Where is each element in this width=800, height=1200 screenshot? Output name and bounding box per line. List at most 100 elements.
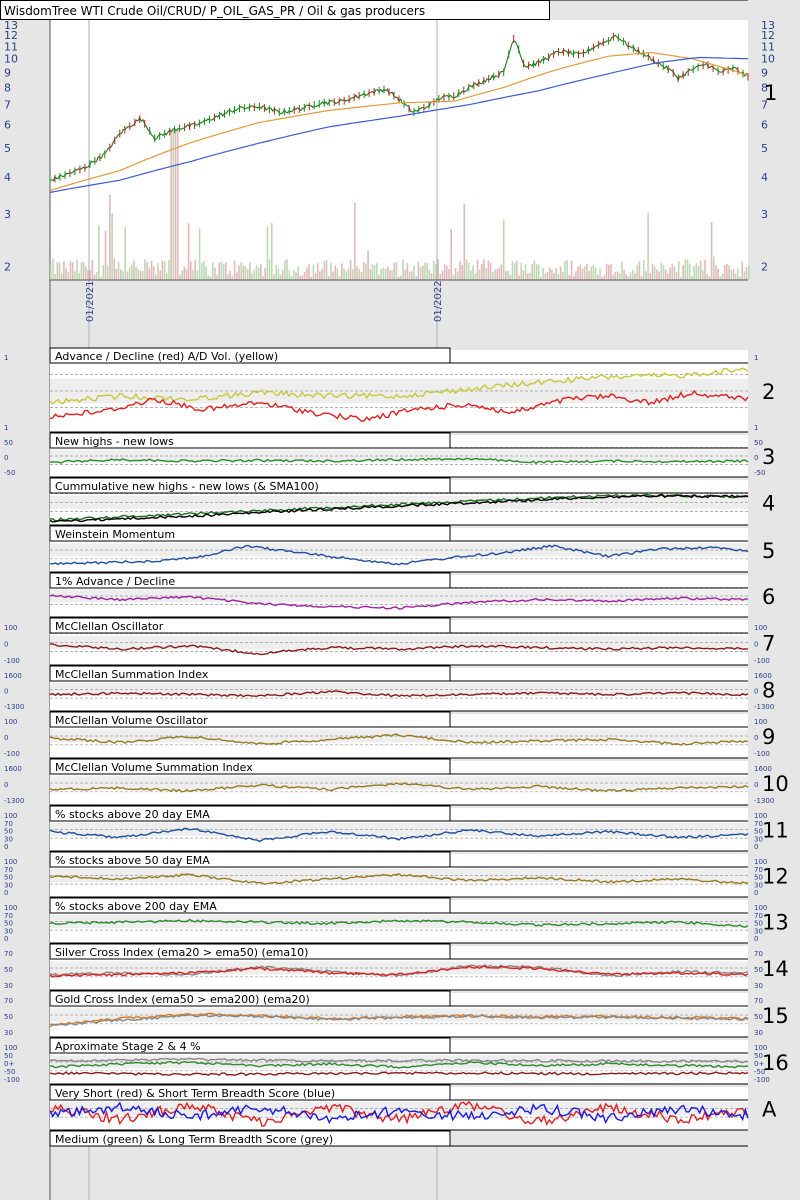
volume-bar [743, 271, 746, 280]
volume-bar [170, 130, 172, 280]
volume-bar [461, 265, 463, 280]
volume-bar [520, 262, 522, 280]
indicator-tick-right: 70 [754, 912, 763, 920]
volume-bar [608, 264, 610, 280]
indicator-tick-right: -1300 [754, 797, 774, 805]
volume-bar [194, 259, 196, 280]
volume-bar [78, 272, 80, 280]
volume-bar [531, 264, 533, 280]
indicator-tick-left: 0 [4, 889, 8, 897]
volume-bar [85, 266, 87, 280]
volume-bar [260, 264, 262, 280]
volume-bar [673, 266, 676, 280]
indicator-tick-left: 50 [4, 874, 13, 882]
indicator-tick-right: -100 [754, 750, 770, 758]
indicator-line [49, 494, 749, 523]
volume-bar [699, 260, 702, 280]
volume-bar [511, 261, 514, 280]
indicator-line [49, 918, 749, 928]
indicator-number: 4 [762, 492, 775, 516]
volume-bar [492, 272, 494, 280]
indicator-band [50, 823, 748, 836]
price-tick-right: 11 [761, 40, 775, 53]
indicator-number: 14 [762, 957, 789, 981]
volume-bar [406, 263, 409, 280]
indicator-tick-left: -50 [4, 469, 15, 477]
volume-bar [601, 277, 603, 280]
volume-bar [546, 272, 549, 280]
volume-bar [185, 269, 188, 280]
volume-bar [498, 267, 501, 280]
volume-bar [542, 268, 544, 280]
volume-bar [432, 260, 435, 280]
volume-bar [367, 250, 369, 280]
volume-bar [553, 273, 555, 280]
volume-bar [93, 274, 96, 280]
volume-bar [297, 266, 299, 280]
volume-bar [621, 261, 623, 280]
indicator-line [49, 873, 749, 885]
price-tick-left: 11 [4, 40, 18, 53]
indicator-tick-right: 0 [754, 734, 758, 742]
indicator-title-box [49, 477, 451, 494]
volume-bar [426, 262, 428, 280]
volume-bar [292, 269, 295, 280]
volume-bar [345, 271, 347, 280]
indicator-line [49, 782, 749, 793]
indicator-band [50, 776, 748, 790]
indicator-title: McClellan Summation Index [55, 668, 209, 681]
volume-bar [516, 261, 518, 280]
volume-bar [198, 228, 201, 280]
volume-bar [56, 262, 59, 280]
volume-bar [599, 268, 601, 280]
volume-bar [422, 265, 424, 280]
volume-bar [693, 266, 695, 280]
indicator-title: Medium (green) & Long Term Breadth Score… [55, 1133, 333, 1146]
indicator-panel: Cummulative new highs - new lows (& SMA1… [49, 477, 775, 526]
volume-bar [246, 269, 249, 280]
volume-bar [439, 274, 442, 280]
volume-bar [428, 269, 431, 280]
volume-bar [82, 261, 85, 280]
indicator-tick-right: -1300 [754, 703, 774, 711]
volume-bar [161, 260, 164, 280]
volume-bar [190, 261, 192, 280]
indicator-number: 5 [762, 539, 775, 563]
indicator-title: Advance / Decline (red) A/D Vol. (yellow… [55, 350, 278, 363]
volume-bar [358, 268, 361, 280]
indicator-tick-left: -100 [4, 657, 20, 665]
indicator-line [49, 367, 749, 405]
volume-bar [126, 271, 129, 280]
indicator-line [49, 1101, 749, 1125]
volume-bar [201, 262, 203, 280]
volume-bar [457, 271, 459, 280]
volume-bar [240, 262, 242, 280]
indicator-tick-right: 30 [754, 927, 763, 935]
volume-bar [537, 264, 540, 280]
volume-bar [719, 276, 722, 280]
indicator-line [49, 643, 749, 656]
volume-bar [737, 268, 739, 280]
volume-bar [71, 262, 74, 280]
volume-bar [496, 269, 498, 280]
volume-bar [122, 271, 124, 280]
volume-bar [139, 270, 142, 280]
volume-bar [638, 261, 641, 280]
volume-bar [629, 272, 632, 280]
volume-bar [146, 262, 148, 280]
volume-bar [745, 267, 748, 280]
volume-bar [214, 267, 216, 280]
volume-bar [76, 259, 78, 280]
indicator-title-box [49, 1084, 451, 1101]
volume-bar [207, 275, 210, 280]
indicator-tick-left: 100 [4, 858, 17, 866]
indicator-title-box [49, 990, 451, 1007]
volume-bar [597, 274, 599, 280]
price-tick-left: 13 [4, 19, 18, 32]
volume-bar [730, 269, 733, 280]
volume-bar [249, 262, 251, 280]
volume-bar [336, 268, 339, 280]
volume-bar [481, 263, 483, 280]
